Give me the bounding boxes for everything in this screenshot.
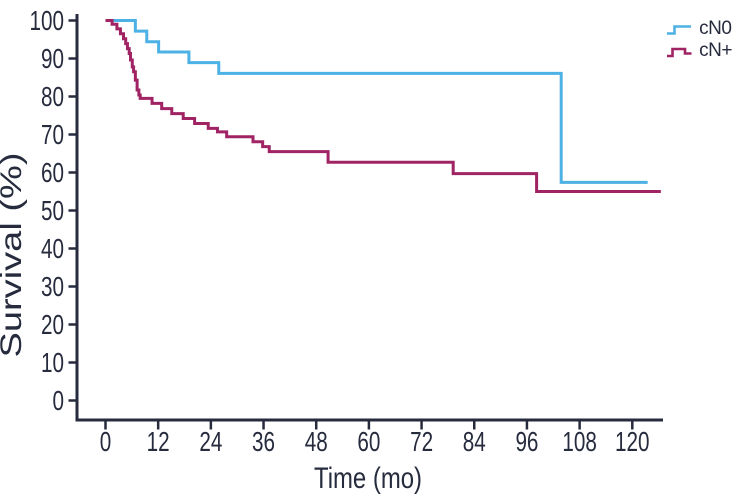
y-tick-label: 30 bbox=[41, 271, 64, 302]
x-axis-label: Time (mo) bbox=[314, 462, 422, 495]
y-tick-label: 0 bbox=[53, 385, 65, 416]
x-tick-label: 72 bbox=[410, 426, 433, 457]
y-tick-label: 100 bbox=[30, 5, 65, 36]
y-tick-label: 70 bbox=[41, 119, 64, 150]
x-tick-label: 120 bbox=[615, 426, 650, 457]
x-tick-label: 108 bbox=[562, 426, 597, 457]
step-line-cnplus-icon bbox=[667, 47, 692, 57]
y-tick-label: 90 bbox=[41, 43, 64, 74]
y-tick-label: 60 bbox=[41, 157, 64, 188]
survival-curve-cn0 bbox=[105, 19, 648, 184]
axis-ticks: 0 10 20 30 40 50 60 70 80 90 100 0 12 24 36 48 60 72 84 96 1… bbox=[30, 5, 650, 457]
x-tick-label: 36 bbox=[252, 426, 275, 457]
y-axis-label: Survival (%) bbox=[0, 153, 28, 358]
x-tick-label: 48 bbox=[305, 426, 328, 457]
x-tick-label: 84 bbox=[463, 426, 486, 457]
x-tick-label: 0 bbox=[100, 426, 112, 457]
y-tick-label: 40 bbox=[41, 233, 64, 264]
legend-item-cnplus: cN+ bbox=[666, 41, 732, 60]
axes bbox=[75, 14, 663, 422]
legend-label-cn0: cN0 bbox=[699, 18, 732, 39]
survival-curve-cnplus bbox=[105, 19, 661, 193]
step-line-cn0-icon bbox=[667, 24, 692, 35]
y-tick-label: 80 bbox=[41, 81, 64, 112]
x-tick-label: 60 bbox=[357, 426, 380, 457]
x-tick-label: 96 bbox=[515, 426, 538, 457]
survival-curves bbox=[105, 19, 661, 193]
legend-label-cnplus: cN+ bbox=[699, 40, 732, 61]
x-tick-label: 24 bbox=[199, 426, 222, 457]
x-tick-label: 12 bbox=[147, 426, 170, 457]
y-tick-label: 20 bbox=[41, 309, 64, 340]
legend-item-cn0: cN0 bbox=[666, 19, 732, 38]
legend: cN0 cN+ bbox=[666, 19, 732, 60]
y-tick-label: 10 bbox=[41, 347, 64, 378]
y-tick-label: 50 bbox=[41, 195, 64, 226]
